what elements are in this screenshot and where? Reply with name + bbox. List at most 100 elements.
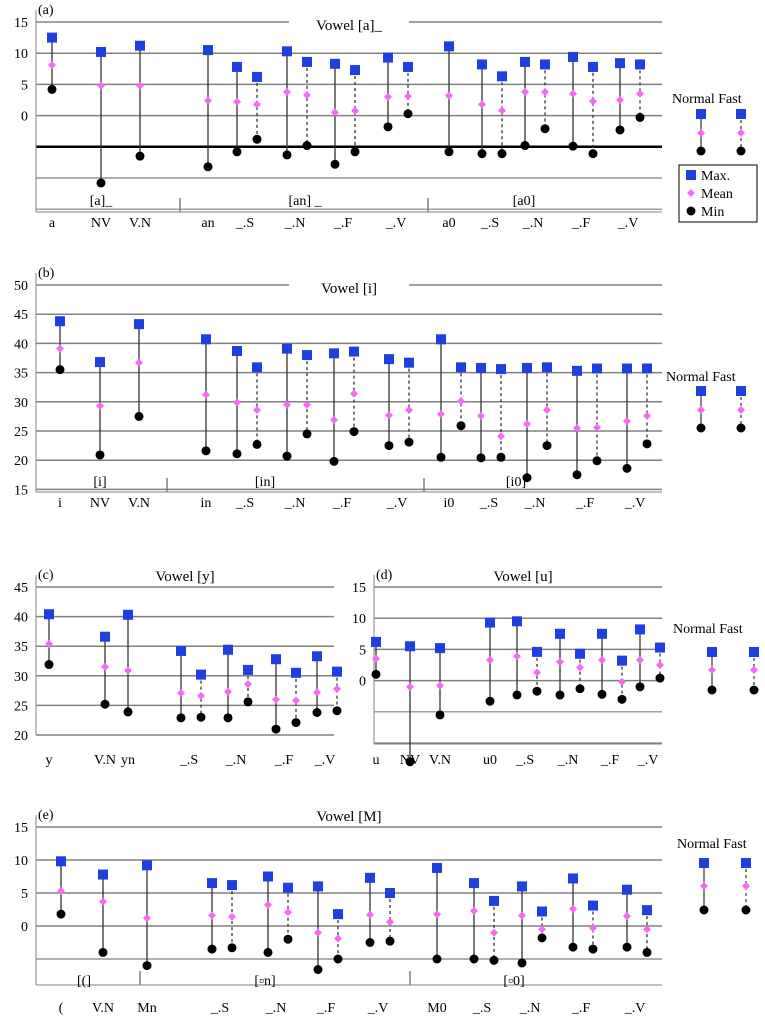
max-marker [329,348,339,358]
min-marker [135,412,144,421]
category-label: _.F [333,216,353,231]
legend-min-marker [697,424,706,433]
min-marker [523,473,532,482]
mean-marker [372,655,380,663]
min-marker [264,948,273,957]
category-label: V.N [128,496,150,511]
y-tick-label: 25 [14,699,28,714]
min-marker [437,453,446,462]
min-marker [136,152,145,161]
category-label: _.V [367,1001,389,1016]
y-tick-label: 15 [14,16,28,31]
max-marker [477,59,487,69]
min-marker [497,453,506,462]
mean-marker [48,61,56,69]
legend-max-marker [736,109,746,119]
min-marker [386,937,395,946]
mean-marker [330,416,338,424]
max-marker [350,65,360,75]
mean-marker [486,656,494,664]
max-marker [588,901,598,911]
panel-label: (b) [38,266,55,281]
legend-mean-marker [737,406,745,414]
min-marker [498,149,507,158]
mean-marker [233,398,241,406]
category-label: _.S [515,753,534,768]
min-marker [477,453,486,462]
mean-marker [272,695,280,703]
min-marker [253,440,262,449]
max-marker [444,41,454,51]
category-label: _.F [332,496,352,511]
min-marker [556,690,565,699]
min-marker [576,684,585,693]
min-marker [541,124,550,133]
chart-title: Vowel [i] [321,281,377,297]
min-marker [143,961,152,970]
mean-marker [433,910,441,918]
y-tick-label: 20 [14,454,28,469]
max-marker [349,347,359,357]
legend-series-label: Normal Fast [666,370,736,385]
max-marker [532,647,542,657]
min-marker [351,147,360,156]
mean-marker [334,935,342,943]
min-marker [99,948,108,957]
y-tick-label: 45 [14,581,28,596]
category-label: _.S [480,216,499,231]
min-marker [177,713,186,722]
mean-marker [518,911,526,919]
max-marker [333,909,343,919]
mean-marker [656,661,664,669]
category-label: a [49,216,56,231]
max-marker [588,62,598,72]
mean-marker [208,911,216,919]
legend-mean-marker [697,129,705,137]
max-marker [232,346,242,356]
max-marker [176,646,186,656]
min-marker [518,958,527,967]
max-marker [635,59,645,69]
category-label: in [201,496,212,511]
mean-marker [143,914,151,922]
y-tick-label: 0 [359,675,366,690]
mean-marker [497,432,505,440]
min-marker [384,122,393,131]
mean-marker [533,668,541,676]
y-tick-label: 20 [14,729,28,744]
legend-max-marker [696,386,706,396]
mean-marker [264,901,272,909]
mean-marker [589,97,597,105]
mean-marker [366,911,374,919]
chart-title: Vowel [y] [155,569,214,585]
panel-label: (e) [38,808,54,823]
mean-marker [541,88,549,96]
min-marker [538,933,547,942]
category-label: _.V [624,496,646,511]
group-label: [an] _ [288,194,322,209]
min-marker [636,113,645,122]
max-marker [203,45,213,55]
max-marker [615,58,625,68]
min-marker [490,956,499,965]
min-marker [244,697,253,706]
max-marker [201,334,211,344]
category-label: V.N [429,753,451,768]
mean-marker [623,912,631,920]
max-marker [283,883,293,893]
mean-marker [253,406,261,414]
min-marker [656,674,665,683]
max-marker [537,906,547,916]
legend-max-marker [696,109,706,119]
category-label: y [46,753,53,768]
max-marker [330,59,340,69]
chart-title: Vowel [M] [316,809,381,825]
category-label: _.S [472,1001,491,1016]
category-label: _.S [210,1001,229,1016]
group-label: [in] [255,475,275,490]
min-marker [385,441,394,450]
mean-marker [233,98,241,106]
max-marker [568,52,578,62]
max-marker [142,860,152,870]
category-label: _.S [479,496,498,511]
